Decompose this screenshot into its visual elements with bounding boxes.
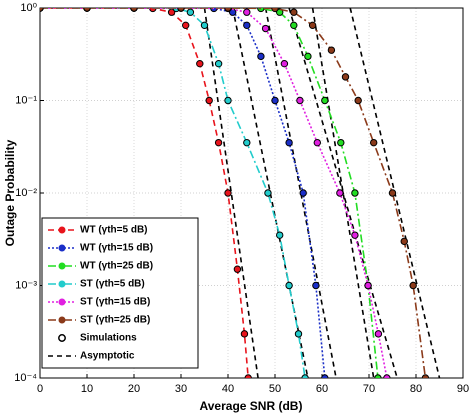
legend-label: ST (γth=5 dB) xyxy=(80,279,145,290)
simulation-marker xyxy=(243,21,251,30)
x-tick-label: 90 xyxy=(457,383,469,395)
simulation-marker xyxy=(196,59,204,68)
legend-label: Simulations xyxy=(80,333,137,344)
simulation-marker xyxy=(388,189,397,197)
simulation-marker xyxy=(243,8,251,16)
legend-marker xyxy=(58,226,66,234)
simulation-marker xyxy=(280,59,289,68)
simulation-marker xyxy=(276,231,284,239)
simulation-marker xyxy=(214,59,223,68)
simulation-marker xyxy=(271,8,279,13)
legend-marker xyxy=(58,334,66,342)
legend-marker xyxy=(58,262,66,270)
x-tick-label: 0 xyxy=(37,383,43,395)
legend-label: WT (γth=5 dB) xyxy=(80,225,148,236)
y-axis-label: Outage Probability xyxy=(3,139,17,246)
simulation-marker xyxy=(177,8,185,12)
x-tick-label: 20 xyxy=(128,383,140,395)
simulation-marker xyxy=(301,374,309,378)
simulation-marker xyxy=(321,96,329,105)
simulation-marker xyxy=(276,8,284,16)
simulation-marker xyxy=(233,265,242,273)
simulation-marker xyxy=(40,8,44,12)
legend-label: WT (γth=25 dB) xyxy=(80,261,153,272)
legend-marker xyxy=(58,298,66,306)
series-line xyxy=(40,8,388,378)
simulation-marker xyxy=(336,189,344,197)
simulation-marker xyxy=(264,189,272,197)
simulation-marker xyxy=(285,138,293,147)
simulation-marker xyxy=(271,96,279,105)
simulation-marker xyxy=(224,96,232,105)
y-tick-label: 10⁻⁴ xyxy=(14,372,37,384)
simulation-marker xyxy=(224,8,232,12)
plot-area xyxy=(40,8,441,378)
legend-label: WT (γth=15 dB) xyxy=(80,243,153,254)
simulation-marker xyxy=(308,21,317,30)
simulation-marker xyxy=(351,189,359,197)
x-tick-label: 40 xyxy=(222,383,234,395)
x-tick-label: 30 xyxy=(175,383,187,395)
x-tick-label: 10 xyxy=(81,383,93,395)
simulation-marker xyxy=(200,21,209,30)
simulation-marker xyxy=(290,21,298,30)
legend-label: Asymptotic xyxy=(80,351,135,362)
simulation-marker xyxy=(354,96,362,105)
simulation-marker xyxy=(243,138,251,147)
legend-label: ST (γth=15 dB) xyxy=(80,297,150,308)
y-tick-label: 10⁰ xyxy=(20,2,37,14)
simulation-marker xyxy=(182,21,190,30)
simulation-marker xyxy=(313,138,321,147)
series-line xyxy=(40,8,427,378)
simulation-marker xyxy=(130,8,138,12)
legend-label: ST (γth=25 dB) xyxy=(80,315,150,326)
simulation-marker xyxy=(374,330,383,338)
simulation-marker xyxy=(409,281,417,290)
simulation-marker xyxy=(205,96,213,105)
simulation-marker xyxy=(400,237,408,246)
legend-box xyxy=(41,217,199,369)
x-axis-label: Average SNR (dB) xyxy=(200,399,303,413)
simulation-marker xyxy=(186,8,195,16)
simulation-marker xyxy=(341,73,350,81)
legend-marker xyxy=(58,316,66,324)
x-tick-label: 50 xyxy=(269,383,281,395)
simulation-marker xyxy=(337,138,345,147)
legend-marker xyxy=(58,280,66,288)
x-tick-label: 60 xyxy=(316,383,328,395)
simulation-marker xyxy=(224,189,232,197)
simulation-marker xyxy=(364,281,372,290)
simulation-marker xyxy=(304,52,312,61)
simulation-marker xyxy=(299,189,307,197)
simulation-marker xyxy=(327,46,336,54)
y-tick-label: 10⁻² xyxy=(15,187,37,199)
simulation-marker xyxy=(244,374,252,378)
simulation-marker xyxy=(321,374,329,378)
legend-marker xyxy=(58,244,66,252)
simulation-marker xyxy=(296,96,304,105)
x-tick-label: 80 xyxy=(410,383,422,395)
simulation-marker xyxy=(374,374,382,378)
simulation-marker xyxy=(83,8,91,12)
simulation-marker xyxy=(312,281,320,290)
simulation-marker xyxy=(294,330,303,338)
simulation-marker xyxy=(351,231,359,239)
simulation-marker xyxy=(383,374,391,378)
y-tick-label: 10⁻³ xyxy=(15,279,37,291)
simulation-marker xyxy=(290,8,298,16)
x-tick-label: 70 xyxy=(363,383,375,395)
simulation-marker xyxy=(285,281,293,290)
simulation-marker xyxy=(257,52,265,61)
simulation-marker xyxy=(240,330,249,338)
simulation-marker xyxy=(261,24,270,33)
simulation-marker xyxy=(370,138,378,147)
simulation-marker xyxy=(421,374,430,378)
y-tick-label: 10⁻¹ xyxy=(15,94,37,106)
simulation-marker xyxy=(214,138,223,147)
